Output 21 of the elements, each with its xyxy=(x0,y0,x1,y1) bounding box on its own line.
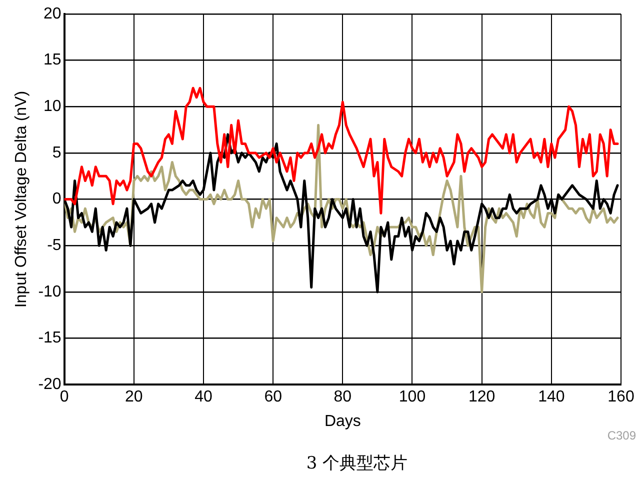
x-tick-label: 120 xyxy=(468,388,496,406)
y-tick-label: 5 xyxy=(52,144,62,162)
x-tick-label: 140 xyxy=(538,388,565,406)
y-axis-title: Input Offset Voltage Delta (nV) xyxy=(13,90,30,308)
y-tick-label: -15 xyxy=(38,330,62,347)
x-tick-label: 160 xyxy=(608,388,634,406)
x-tick-label: 20 xyxy=(125,388,143,406)
y-tick-label: 0 xyxy=(52,190,62,208)
text: C309 xyxy=(607,428,636,442)
y-tick-label: -5 xyxy=(47,237,62,254)
x-tick-label: 80 xyxy=(334,388,352,406)
y-tick-label: -10 xyxy=(38,283,62,300)
y-tick-label: 10 xyxy=(44,98,62,116)
y-tick-label: 20 xyxy=(44,5,62,22)
x-axis-title: Days xyxy=(324,412,361,430)
x-tick-label: 40 xyxy=(194,388,212,406)
y-tick-label: 15 xyxy=(44,52,62,69)
y-tick-label: -20 xyxy=(38,376,62,394)
x-tick-label: 60 xyxy=(264,388,282,406)
x-tick-label: 100 xyxy=(398,388,426,406)
text: 3 个典型芯片 xyxy=(306,453,408,474)
